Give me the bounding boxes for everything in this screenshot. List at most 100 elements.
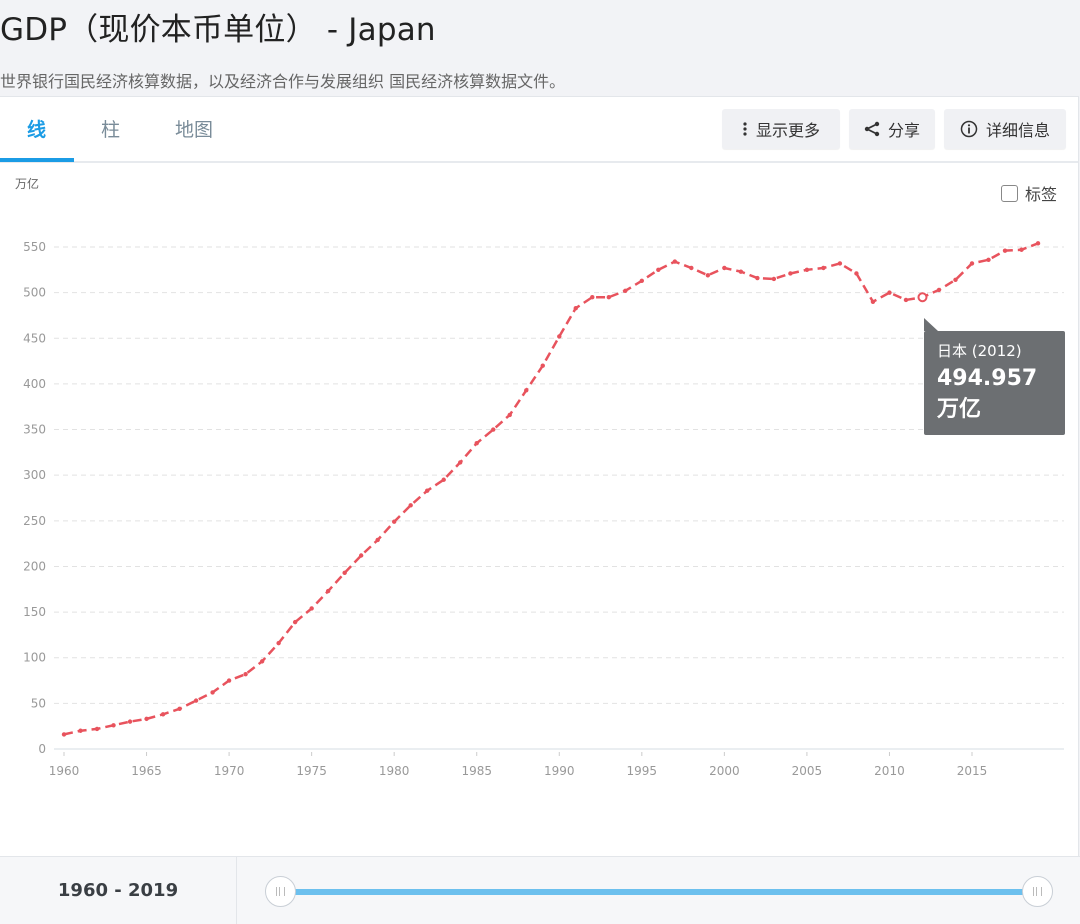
data-point[interactable] (292, 619, 298, 625)
data-point[interactable] (144, 716, 149, 722)
labels-toggle-label: 标签 (1025, 185, 1058, 204)
data-point[interactable] (606, 295, 611, 300)
data-point[interactable] (1019, 247, 1024, 252)
details-button[interactable]: 详细信息 (944, 109, 1066, 149)
vertical-dots-icon (743, 122, 747, 136)
data-point[interactable] (243, 671, 248, 677)
page-title: GDP（现价本币单位） - Japan (0, 12, 436, 48)
data-point[interactable] (953, 277, 958, 283)
data-point[interactable] (1035, 241, 1041, 246)
x-tick-label: 2000 (709, 764, 740, 778)
grip-icon (276, 887, 285, 896)
data-point[interactable] (557, 334, 562, 339)
data-point[interactable] (573, 305, 578, 311)
x-tick-label: 2015 (957, 764, 988, 778)
share-label: 分享 (887, 121, 920, 140)
active-tab-indicator (0, 158, 74, 162)
labels-checkbox[interactable] (1001, 184, 1018, 202)
labels-toggle[interactable]: 标签 (1001, 181, 1057, 205)
year-range-label: 1960 - 2019 (0, 857, 237, 924)
year-range-slider[interactable] (282, 889, 1038, 895)
data-point[interactable] (226, 678, 232, 683)
data-point[interactable] (639, 278, 645, 283)
data-point[interactable] (358, 553, 364, 558)
data-point[interactable] (524, 388, 529, 393)
data-point[interactable] (672, 259, 678, 264)
data-point[interactable] (738, 269, 744, 274)
y-tick-label: 100 (23, 651, 46, 665)
data-point[interactable] (837, 261, 843, 266)
tab-bar[interactable]: 柱 (101, 119, 121, 141)
range-end-handle[interactable] (1022, 876, 1053, 907)
data-point[interactable] (94, 726, 100, 732)
data-point[interactable] (623, 288, 628, 294)
range-footer: 1960 - 2019 (0, 856, 1080, 924)
data-point[interactable] (375, 537, 380, 543)
data-point[interactable] (391, 519, 397, 524)
data-point[interactable] (491, 427, 496, 432)
info-icon (960, 120, 978, 138)
data-point[interactable] (160, 712, 166, 717)
data-point[interactable] (705, 273, 711, 278)
data-point[interactable] (342, 570, 347, 576)
data-point[interactable] (325, 588, 331, 594)
x-tick-label: 2005 (792, 764, 823, 778)
tab-map[interactable]: 地图 (175, 119, 214, 141)
data-point[interactable] (425, 488, 430, 493)
x-tick-label: 1975 (296, 764, 327, 778)
x-tick-label: 1970 (214, 764, 245, 778)
data-point[interactable] (193, 698, 199, 703)
data-point[interactable] (441, 477, 446, 482)
y-tick-label: 550 (23, 240, 46, 254)
y-tick-label: 150 (23, 605, 46, 619)
data-point[interactable] (309, 606, 314, 611)
data-point[interactable] (656, 267, 661, 273)
data-point[interactable] (590, 295, 595, 300)
range-start-handle[interactable] (265, 876, 296, 907)
details-label: 详细信息 (985, 121, 1050, 140)
data-point[interactable] (788, 271, 793, 276)
data-point[interactable] (540, 363, 545, 368)
data-point[interactable] (474, 441, 479, 446)
data-tooltip: 日本 (2012) 494.957 万亿 (924, 318, 1065, 435)
data-point[interactable] (936, 287, 942, 293)
data-point[interactable] (722, 265, 727, 271)
tab-line[interactable]: 线 (27, 119, 47, 141)
data-point[interactable] (458, 460, 463, 465)
data-point[interactable] (986, 257, 991, 262)
data-point[interactable] (408, 503, 413, 508)
data-point[interactable] (689, 265, 694, 271)
data-point[interactable] (804, 267, 810, 273)
data-point[interactable] (887, 290, 892, 295)
data-point[interactable] (903, 297, 909, 303)
page-header: GDP（现价本币单位） - Japan 世界银行国民经济核算数据，以及经济合作与… (0, 0, 1080, 96)
data-point[interactable] (111, 723, 116, 728)
data-point[interactable] (755, 275, 760, 281)
data-point[interactable] (1002, 248, 1008, 253)
data-point[interactable] (127, 719, 133, 724)
highlighted-data-point[interactable] (917, 292, 928, 303)
share-button[interactable]: 分享 (849, 109, 935, 149)
data-point[interactable] (821, 265, 826, 271)
y-tick-label: 400 (23, 377, 46, 391)
data-point[interactable] (78, 728, 83, 733)
data-point[interactable] (177, 706, 182, 712)
y-tick-label: 0 (38, 742, 46, 756)
data-point[interactable] (854, 271, 859, 276)
data-point[interactable] (61, 732, 67, 737)
data-point[interactable] (771, 276, 777, 282)
data-point[interactable] (870, 299, 876, 304)
tooltip-title: 日本 (2012) (937, 342, 1022, 360)
data-point[interactable] (276, 640, 281, 646)
data-point[interactable] (259, 659, 265, 664)
x-tick-label: 1960 (49, 764, 80, 778)
line-chart[interactable]: 0 50 100 150 200 250 300 350 400 450 500 550 1960 196… (0, 0, 1080, 856)
y-tick-label: 500 (23, 286, 46, 300)
chart-type-tabs: 线 柱 地图 显示更多 分享 详细信息 (0, 97, 1078, 163)
data-point[interactable] (969, 261, 975, 266)
data-point[interactable] (210, 690, 215, 695)
show-more-button[interactable]: 显示更多 (722, 109, 840, 149)
gdp-line (63, 242, 1039, 736)
data-point[interactable] (507, 412, 512, 418)
tooltip-unit: 万亿 (937, 397, 982, 422)
